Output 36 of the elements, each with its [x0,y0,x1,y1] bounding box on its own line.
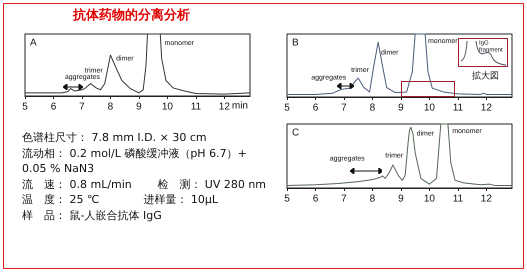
x-tick-label: 9 [136,102,142,112]
annotation: 拡大図 [472,70,499,80]
x-tick-label: 8 [370,102,376,114]
x-tick-label: 12 [480,102,492,114]
x-axis-title: min [232,100,248,112]
text: 流 速： 0.8 mL/min 检 测： UV 280 nm [22,176,266,192]
x-tick-label: 9 [398,102,404,114]
x-tick-label: 10 [424,194,436,204]
x-tick-label: 7 [341,102,348,114]
x-tick-label: 12 [480,194,492,204]
x-tick-label: 5 [22,102,28,112]
x-tick-label: 7 [341,194,348,204]
chart-title: 抗体药物的分离分析 [72,6,191,24]
x-tick-label: 11 [452,194,464,204]
x-tick-label: 5 [284,194,290,204]
x-tick-label: 6 [50,102,57,112]
annotation: A [30,38,37,48]
x-tick-label: 12 [218,102,230,112]
text: 样 品： 鼠-人嵌合抗体 IgG [22,208,163,223]
annotation: C [292,128,300,138]
x-tick-label: 8 [370,194,376,204]
x-tick-label: 9 [398,194,404,204]
text: 色谱柱尺寸： 7.8 mm I.D. × 30 cm [22,130,208,146]
text: 0.05 % NaN3 [22,161,96,176]
x-tick-label: 5 [284,102,290,114]
annotation: B [292,38,299,48]
x-tick-label: 10 [162,102,174,112]
x-tick-label: 6 [312,194,319,204]
x-tick-label: 11 [452,102,464,114]
x-tick-label: 7 [79,102,86,112]
x-tick-label: 11 [190,102,202,112]
text: 温 度： 25 ℃ 进样量： 10μL [22,192,219,208]
x-tick-label: 10 [424,102,436,114]
x-tick-label: 8 [108,102,114,112]
text: 流动相： 0.2 mol/L 磷酸缓冲液（pH 6.7）+ [22,146,248,161]
x-tick-label: 6 [312,102,319,114]
